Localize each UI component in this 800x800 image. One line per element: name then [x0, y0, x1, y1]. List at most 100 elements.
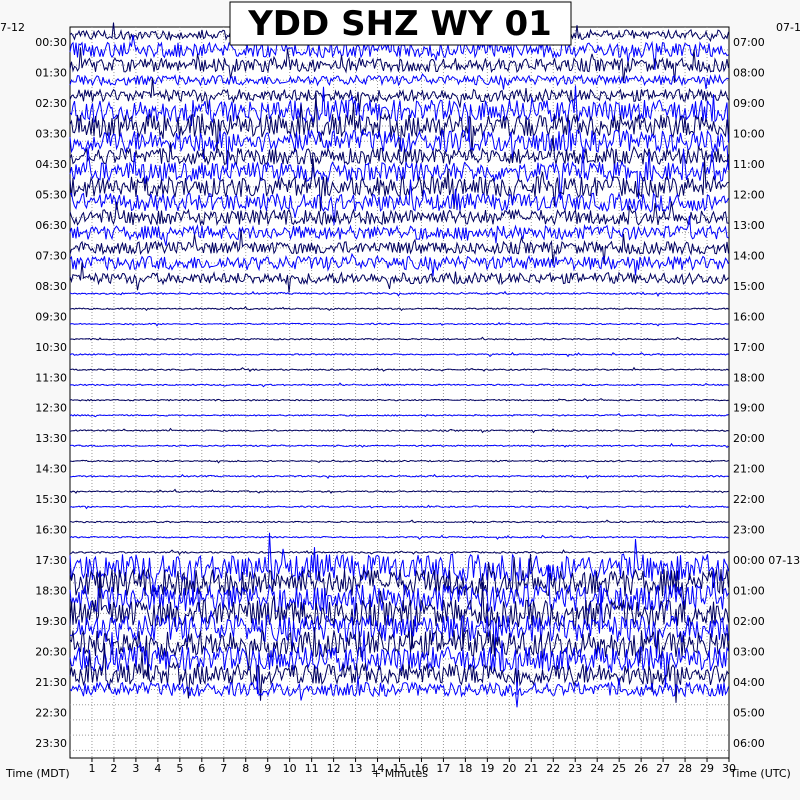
right-row-label: 01:00: [733, 584, 765, 597]
right-row-label: 03:00: [733, 645, 765, 658]
right-row-label: 05:00: [733, 706, 765, 719]
left-row-label: 12:30: [35, 402, 67, 415]
seismic-trace: [69, 564, 729, 620]
right-row-label: 06:00: [733, 737, 765, 750]
left-row-label: 08:30: [35, 280, 67, 293]
right-row-label: 21:00: [733, 463, 765, 476]
seismic-trace: [69, 573, 729, 650]
seismic-trace: [69, 336, 729, 341]
x-tick-label: 5: [176, 762, 183, 775]
title-box: [229, 1, 572, 46]
left-axis-title: Time (MDT): [5, 767, 70, 780]
left-row-label: 19:30: [35, 615, 67, 628]
seismic-trace: [69, 290, 729, 297]
seismic-trace: [69, 72, 729, 90]
seismic-trace: [69, 29, 729, 71]
seismic-trace: [69, 306, 729, 312]
seismic-trace: [69, 459, 729, 464]
right-row-label: 09:00: [733, 97, 765, 110]
right-row-label: 10:00: [733, 128, 765, 141]
right-row-label: 15:00: [733, 280, 765, 293]
left-row-label: 14:30: [35, 463, 67, 476]
left-date-label: 7-12: [0, 21, 25, 34]
x-axis-title: + Minutes: [372, 767, 428, 780]
x-tick-label: 2: [110, 762, 117, 775]
x-tick-label: 4: [154, 762, 161, 775]
left-row-label: 17:30: [35, 554, 67, 567]
seismic-trace: [69, 398, 729, 402]
seismic-trace: [69, 488, 729, 494]
seismic-trace: [69, 382, 729, 388]
seismic-trace: [69, 442, 729, 448]
left-row-label: 10:30: [35, 341, 67, 354]
seismic-trace: [69, 627, 729, 680]
left-row-label: 01:30: [35, 67, 67, 80]
left-row-label: 04:30: [35, 158, 67, 171]
seismic-trace: [69, 201, 729, 227]
right-row-label: 11:00: [733, 158, 765, 171]
left-row-label: 15:30: [35, 493, 67, 506]
x-tick-label: 25: [612, 762, 626, 775]
left-row-label: 09:30: [35, 310, 67, 323]
left-axis-labels: 00:30 01:30 02:30 03:30 04:30 05:30 06:30 07:30…: [35, 36, 67, 750]
x-tick-label: 13: [349, 762, 363, 775]
seismic-trace: [69, 252, 729, 277]
x-tick-label: 15: [393, 762, 407, 775]
left-row-label: 06:30: [35, 219, 67, 232]
x-tick-label: 19: [480, 762, 494, 775]
x-tick-label: 9: [264, 762, 271, 775]
right-row-label: 16:00: [733, 310, 765, 323]
x-tick-label: 18: [458, 762, 472, 775]
chart-title: YDD SHZ WY 01: [247, 4, 552, 44]
x-tick-label: 23: [568, 762, 582, 775]
right-row-label: 17:00: [733, 341, 765, 354]
seismic-trace: [69, 135, 729, 168]
right-axis-labels: 07:00 08:00 09:00 10:00 11:00 12:00 13:00 14:00…: [733, 36, 800, 750]
x-tick-label: 16: [414, 762, 428, 775]
left-row-label: 05:30: [35, 189, 67, 202]
seismic-trace: [69, 427, 729, 434]
x-tick-label: 12: [327, 762, 341, 775]
x-tick-label: 17: [436, 762, 450, 775]
x-tick-label: 7: [220, 762, 227, 775]
left-row-label: 23:30: [35, 737, 67, 750]
x-axis-labels: 1 2 3 4 5 6 7 8 9 10 11 12 13 14 15 16 17 18 19 20 21 22 23 24 2…: [88, 758, 736, 775]
right-row-label: 02:00: [733, 615, 765, 628]
left-row-label: 21:30: [35, 676, 67, 689]
seismic-trace: [69, 321, 729, 327]
right-row-label: 20:00: [733, 432, 765, 445]
left-row-label: 18:30: [35, 584, 67, 597]
left-row-label: 13:30: [35, 432, 67, 445]
x-tick-label: 30: [722, 762, 736, 775]
seismic-trace: [70, 549, 729, 556]
seismic-trace: [69, 676, 729, 708]
right-row-label: 23:00: [733, 524, 765, 537]
right-row-label: 04:00: [733, 676, 765, 689]
x-tick-label: 11: [305, 762, 319, 775]
seismic-trace: [69, 534, 729, 540]
seismic-trace: [69, 519, 729, 524]
right-row-label: 19:00: [733, 402, 765, 415]
seismic-trace: [69, 413, 729, 418]
right-row-label: 18:00: [733, 371, 765, 384]
right-row-label: 14:00: [733, 249, 765, 262]
x-tick-label: 8: [242, 762, 249, 775]
seismic-trace: [69, 120, 729, 170]
seismic-trace: [69, 630, 729, 695]
left-row-label: 02:30: [35, 97, 67, 110]
right-row-label: 00:00 07-13: [733, 554, 800, 567]
x-tick-label: 14: [371, 762, 385, 775]
x-tick-label: 29: [700, 762, 714, 775]
x-tick-label: 28: [678, 762, 692, 775]
seismic-trace: [69, 147, 729, 200]
x-tick-label: 10: [283, 762, 297, 775]
left-row-label: 16:30: [35, 524, 67, 537]
seismic-trace: [69, 179, 729, 226]
x-tick-label: 26: [634, 762, 648, 775]
seismic-trace: [69, 47, 729, 84]
seismic-trace: [70, 366, 729, 373]
left-row-label: 11:30: [35, 371, 67, 384]
seismic-trace: [69, 262, 729, 293]
seismic-trace: [69, 473, 729, 480]
